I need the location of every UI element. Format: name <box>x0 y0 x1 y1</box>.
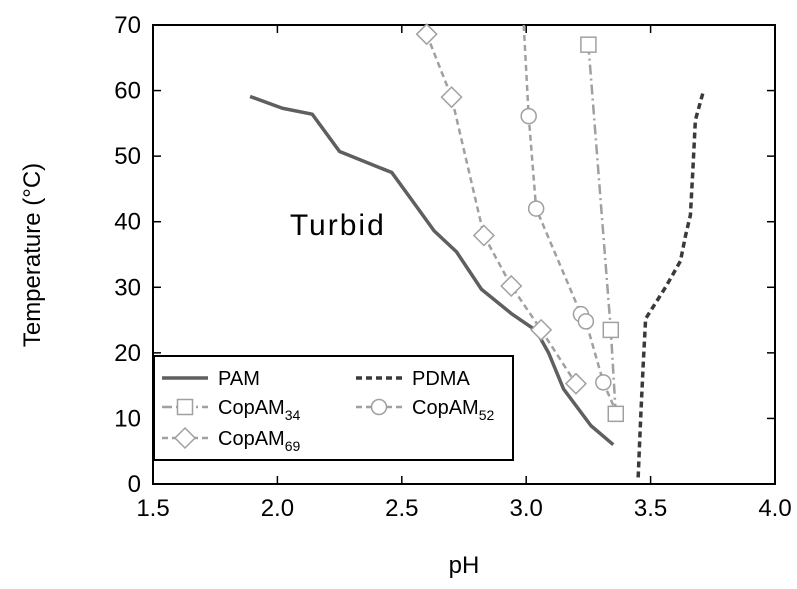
data-point-CopAM69 <box>440 86 463 109</box>
series-CopAM34 <box>580 36 625 423</box>
legend-entry-CopAM52: CopAM52 <box>356 397 494 423</box>
x-tick-label: 2.0 <box>261 495 294 522</box>
legend-label-base: PAM <box>218 368 260 390</box>
series-line-PDMA <box>636 92 705 478</box>
data-point-CopAM34 <box>607 405 625 423</box>
legend-label-base: CopAM <box>218 397 285 419</box>
y-axis-label: Temperature (°C) <box>19 163 46 347</box>
x-tick-label: 1.5 <box>136 495 169 522</box>
data-point-CopAM69 <box>564 372 588 395</box>
legend-label-subscript: 69 <box>285 438 301 454</box>
legend-entry-PAM: PAM <box>162 368 260 390</box>
legend-label-base: CopAM <box>218 428 285 450</box>
data-point-CopAM52 <box>527 200 545 217</box>
data-point-CopAM52 <box>520 107 537 125</box>
y-tick-label: 30 <box>114 274 141 301</box>
data-point-CopAM69 <box>472 224 495 247</box>
legend-label: CopAM69 <box>218 428 300 454</box>
x-tick-label: 4.0 <box>758 495 791 522</box>
data-point-CopAM34 <box>602 321 620 339</box>
x-tick-label: 2.5 <box>385 495 418 522</box>
legend-label-base: CopAM <box>412 397 479 419</box>
series-CopAM69 <box>415 23 588 395</box>
series-line-PAM <box>249 94 615 446</box>
series-line-CopAM69 <box>425 33 578 385</box>
x-axis-label: pH <box>449 552 480 579</box>
data-point-CopAM69 <box>500 274 523 298</box>
legend-box <box>153 355 514 461</box>
legend-marker <box>173 426 197 450</box>
x-axis: 1.5 2.0 2.5 3.0 3.5 4.0 <box>136 25 792 522</box>
legend-marker <box>176 398 194 416</box>
annotation-turbid: Turbid <box>290 209 386 242</box>
data-point-CopAM34 <box>580 36 597 53</box>
series-PDMA <box>636 92 705 478</box>
legend-label-base: PDMA <box>412 368 470 390</box>
data-point-CopAM69 <box>530 318 553 341</box>
legend-entry-CopAM34: CopAM34 <box>162 397 300 423</box>
legend-entry-CopAM69: CopAM69 <box>162 426 300 454</box>
y-tick-label: 20 <box>114 340 141 367</box>
data-point-CopAM52 <box>577 313 595 330</box>
legend-label: PDMA <box>412 368 470 390</box>
y-axis: 0 10 20 30 40 50 60 70 <box>114 12 775 498</box>
series-layer <box>249 23 705 478</box>
x-tick-label: 3.0 <box>510 495 543 522</box>
legend-label: CopAM52 <box>412 397 494 423</box>
data-point-CopAM52 <box>595 374 612 391</box>
legend-label-subscript: 52 <box>479 407 495 423</box>
legend-marker <box>370 398 388 416</box>
x-tick-label: 3.5 <box>634 495 667 522</box>
series-CopAM52 <box>520 24 615 406</box>
y-tick-label: 50 <box>114 143 141 170</box>
legend-label: CopAM34 <box>218 397 300 423</box>
y-tick-label: 60 <box>114 78 141 105</box>
y-tick-label: 10 <box>114 405 141 432</box>
legend-label: PAM <box>218 368 260 390</box>
legend-entry-PDMA: PDMA <box>356 368 470 390</box>
y-tick-label: 40 <box>114 209 141 236</box>
data-point-CopAM69 <box>415 23 438 46</box>
y-tick-label: 0 <box>128 471 141 498</box>
legend-label-subscript: 34 <box>285 407 301 423</box>
series-PAM <box>249 94 615 446</box>
y-tick-label: 70 <box>114 12 141 39</box>
